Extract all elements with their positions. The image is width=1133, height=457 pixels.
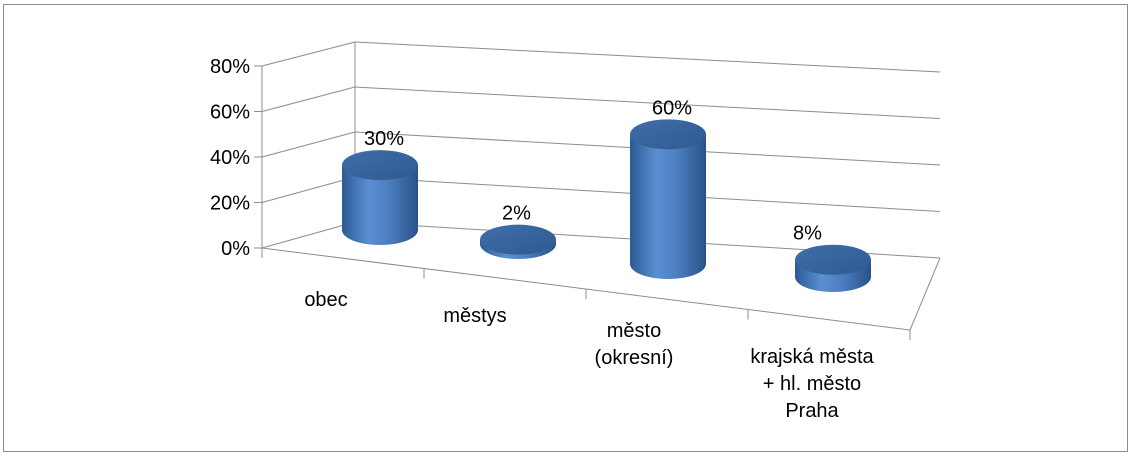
y-tick-label: 40% xyxy=(210,147,250,169)
bars xyxy=(342,119,871,292)
gridline-left xyxy=(261,221,356,249)
gridlines xyxy=(254,41,941,340)
bar-top xyxy=(630,119,706,150)
data-label: 60% xyxy=(652,97,692,119)
category-label: městys xyxy=(443,305,506,327)
bar-body xyxy=(342,165,418,245)
category-label: + hl. město xyxy=(763,373,861,395)
category-label: (okresní) xyxy=(595,347,674,369)
category-label: Praha xyxy=(785,400,839,422)
category-label: krajská města xyxy=(750,346,874,368)
bar-2 xyxy=(480,224,556,259)
bar-3 xyxy=(630,119,706,279)
y-tick-label: 20% xyxy=(210,193,250,215)
gridline-left xyxy=(261,86,356,112)
floor-right-edge xyxy=(909,257,941,331)
bar-top xyxy=(480,224,556,255)
gridline-left xyxy=(261,131,356,158)
y-tick-label: 80% xyxy=(210,56,250,78)
gridline-left xyxy=(261,41,356,67)
bar-4 xyxy=(795,244,871,292)
gridline-back xyxy=(354,41,941,73)
data-label: 8% xyxy=(793,223,822,245)
bar-1 xyxy=(342,150,418,245)
y-axis-tick-labels: 0% 20% 40% 60% 80% xyxy=(210,56,250,260)
category-label: město xyxy=(607,320,661,342)
data-labels: 30% 2% 60% 8% xyxy=(364,97,822,244)
data-label: 2% xyxy=(502,203,531,225)
category-label: obec xyxy=(304,289,347,311)
bar-body xyxy=(630,134,706,279)
bar-top xyxy=(795,244,871,275)
data-label: 30% xyxy=(364,128,404,150)
chart-frame xyxy=(3,4,1128,452)
y-tick-label: 60% xyxy=(210,102,250,124)
y-tick-label: 0% xyxy=(221,238,250,260)
category-labels: obec městys město (okresní) krajská města + h… xyxy=(304,289,874,422)
gridline-left xyxy=(261,176,356,203)
bar-top xyxy=(342,150,418,181)
gridline-back xyxy=(354,86,941,119)
